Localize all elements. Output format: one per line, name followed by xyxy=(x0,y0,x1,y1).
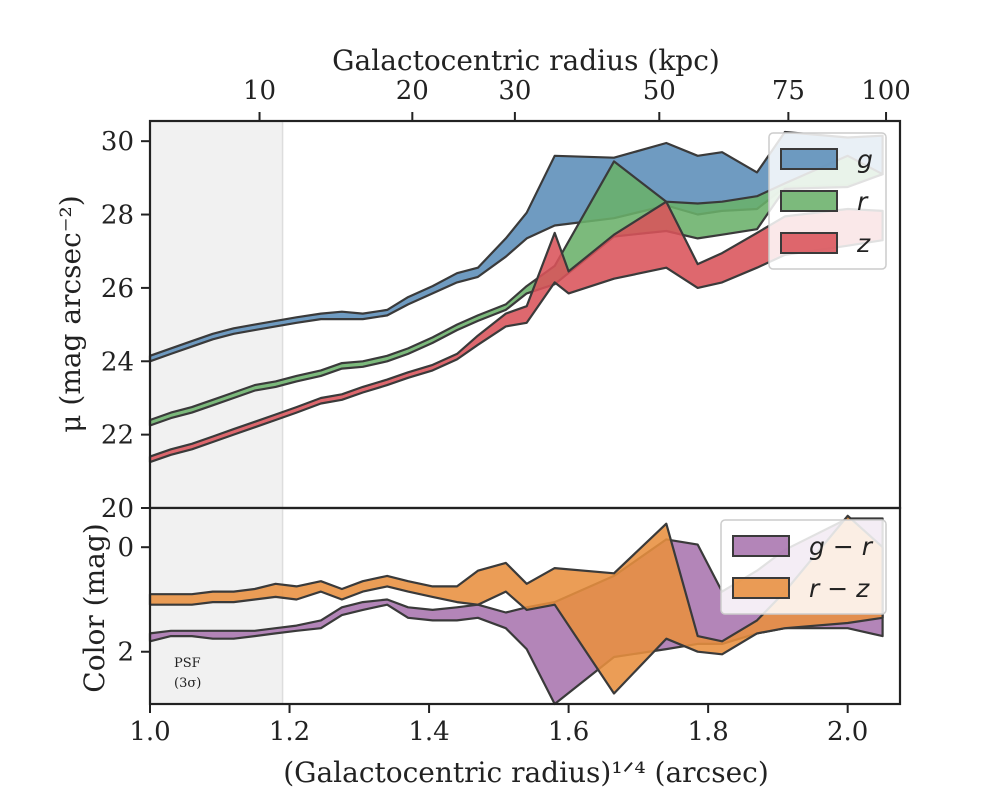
top-y-tick-label: 24 xyxy=(101,347,134,377)
top-x-tick-label: 75 xyxy=(772,76,805,106)
top-psf-shade xyxy=(150,121,283,508)
top-legend-swatch xyxy=(780,232,838,254)
band-bottom-0 xyxy=(148,517,884,706)
bottom-x-tick-label: 1.2 xyxy=(269,717,310,747)
top-legend-swatch xyxy=(780,148,838,170)
top-y-axis-label: μ (mag arcsec⁻²) xyxy=(54,195,87,432)
bottom-panel-frame xyxy=(148,506,902,706)
bottom-x-tick-label: 1.0 xyxy=(129,717,170,747)
top-legend-label: r xyxy=(857,187,869,216)
top-legend-swatch xyxy=(780,190,838,212)
bottom-legend-label: g − r xyxy=(809,532,874,561)
top-legend-label: g xyxy=(857,145,873,174)
top-x-tick-label: 50 xyxy=(643,76,676,106)
psf-annotation-line1: PSF xyxy=(174,656,201,671)
color-panel: 0 2 1.0 1.2 1.4 1.6 1.8 2.0 Color (mag) (Galac… xyxy=(78,506,902,789)
top-legend: grz xyxy=(768,132,887,270)
bottom-x-tick-label: 1.8 xyxy=(687,717,728,747)
top-x-tick-label: 30 xyxy=(498,76,531,106)
bottom-legend-swatch xyxy=(732,535,790,557)
top-x-tick-label: 100 xyxy=(861,76,911,106)
top-y-tick-label: 20 xyxy=(101,494,134,524)
bottom-y-axis-label: Color (mag) xyxy=(78,523,111,692)
psf-annotation-line2: (3σ) xyxy=(174,676,201,691)
bottom-x-tick-label: 1.4 xyxy=(408,717,449,747)
top-legend-label: z xyxy=(856,229,871,258)
top-y-tick-label: 22 xyxy=(101,421,134,451)
surface-brightness-panel: 20 22 24 26 28 30 10 20 30 50 75 100 Galactocentri… xyxy=(54,44,911,524)
top-x-tick-label: 20 xyxy=(396,76,429,106)
bottom-legend: g − r r − z xyxy=(720,519,887,615)
bottom-y-tick-label: 2 xyxy=(117,638,134,668)
bottom-psf-shade xyxy=(150,508,283,704)
bottom-x-tick-label: 2.0 xyxy=(827,717,868,747)
top-x-tick-label: 10 xyxy=(243,76,276,106)
bottom-x-tick-label: 1.6 xyxy=(548,717,589,747)
top-y-tick-label: 28 xyxy=(101,201,134,231)
bottom-legend-swatch xyxy=(732,577,790,599)
top-x-axis-label: Galactocentric radius (kpc) xyxy=(332,44,720,77)
bottom-legend-label: r − z xyxy=(809,574,870,603)
top-y-tick-label: 30 xyxy=(101,127,134,157)
top-y-tick-label: 26 xyxy=(101,274,134,304)
bottom-y-tick-label: 0 xyxy=(117,533,134,563)
bottom-x-axis-label: (Galactocentric radius)¹ᐟ⁴ (arcsec) xyxy=(283,756,769,789)
